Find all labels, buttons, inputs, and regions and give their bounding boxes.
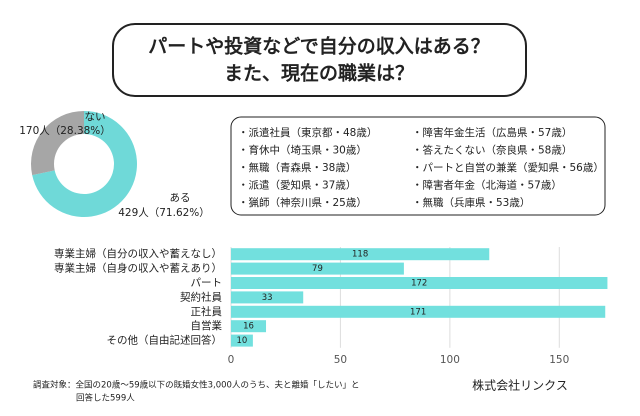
footnote: 調査対象：全国の20歳〜59歳以下の既婚女性3,000人のうち、夫と離婚「したい… [33, 380, 359, 391]
source: 株式会社リンクス [472, 378, 568, 393]
bar-value: 79 [312, 264, 323, 274]
info-item: ・障害年金生活（広島県・57歳） [412, 126, 572, 139]
x-tick-label: 0 [228, 354, 235, 366]
category-label: パート [191, 277, 223, 289]
bar [231, 277, 608, 289]
category-label: 正社員 [191, 305, 223, 318]
pie-slice [30, 111, 84, 176]
bar-value: 10 [237, 336, 248, 346]
bar [231, 262, 404, 275]
bar-value: 171 [410, 307, 426, 317]
slice-label: ある [170, 192, 191, 204]
category-label: 専業主婦（自分の収入や蓄えなし） [54, 247, 222, 260]
category-label: 契約社員 [180, 290, 222, 303]
info-item: ・無職（兵庫県・53歳） [412, 196, 530, 209]
bar [231, 305, 606, 318]
info-item: ・育休中（埼玉県・30歳） [238, 144, 367, 157]
category-label: その他（自由記述回答） [107, 334, 223, 347]
title-box [112, 23, 527, 97]
info-item: ・障害者年金（北海道・57歳） [412, 179, 562, 192]
info-item: ・派遣（愛知県・37歳） [238, 179, 356, 192]
bar [231, 291, 304, 304]
category-label: 自営業 [191, 319, 223, 332]
bar [231, 334, 253, 347]
info-item: ・猟師（神奈川県・25歳） [238, 196, 367, 209]
info-item: ・派遣社員（東京都・48歳） [238, 126, 377, 139]
pie-slice [32, 111, 137, 217]
category-label: 専業主婦（自身の収入や蓄えあり） [54, 262, 222, 275]
bar [231, 320, 267, 333]
slice-value: 429人（71.62%） [118, 207, 210, 219]
slice-label: ない [85, 111, 106, 123]
info-item: ・パートと自営の兼業（愛知県・56歳） [412, 161, 604, 174]
bar-value: 16 [243, 322, 254, 332]
info-item: ・無職（青森県・38歳） [238, 161, 356, 174]
bar [231, 248, 490, 261]
bar-value: 33 [262, 293, 273, 303]
title-line: パートや投資などで自分の収入はある？ [148, 35, 490, 58]
title-line: また、現在の職業は？ [224, 62, 414, 85]
info-box [230, 116, 606, 216]
x-tick-label: 150 [549, 354, 569, 366]
info-item: ・答えたくない（奈良県・58歳） [412, 144, 572, 157]
bar-value: 172 [411, 279, 427, 289]
slice-value: 170人（28.38%） [19, 125, 111, 137]
x-tick-label: 100 [440, 354, 460, 366]
x-tick-label: 50 [334, 354, 347, 366]
bar-value: 118 [352, 250, 368, 260]
footnote: 回答した599人 [76, 393, 135, 404]
